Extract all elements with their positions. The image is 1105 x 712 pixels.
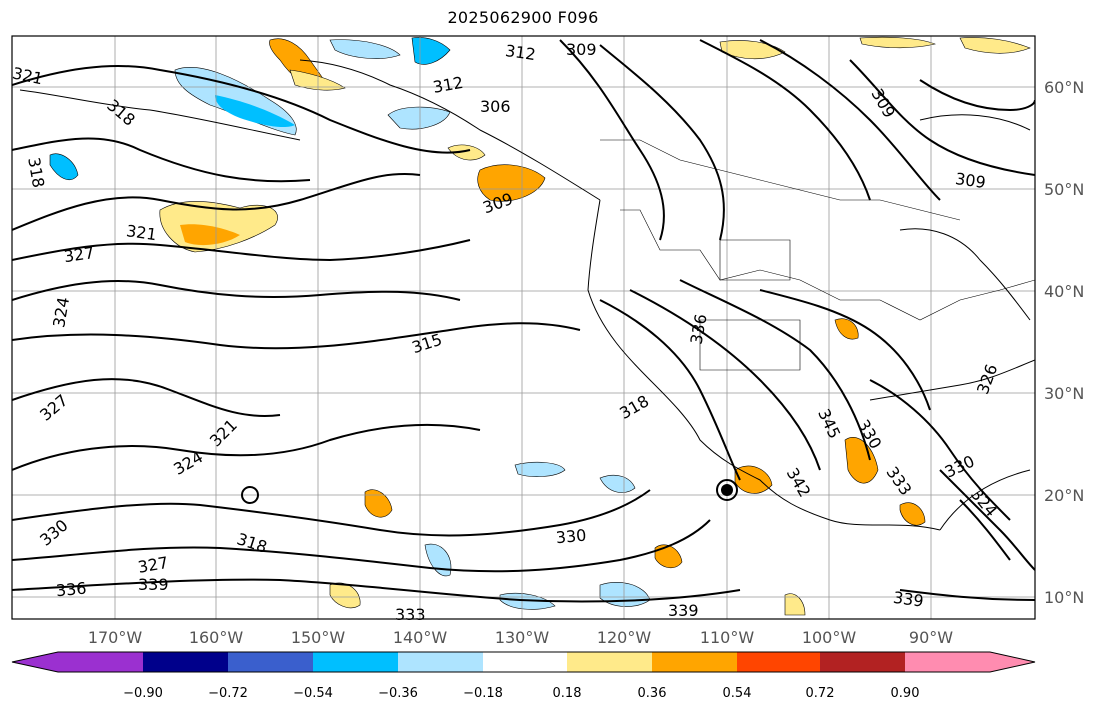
lon-label: 170°W [88,628,143,647]
colorbar-tick: 0.72 [806,686,835,701]
lon-label: 130°W [495,628,550,647]
contour-label: 333 [395,605,426,624]
map-frame [11,35,1036,620]
graticule [12,36,1035,619]
colorbar [11,651,1036,673]
latitude-labels: 60°N 50°N 40°N 30°N 20°N 10°N [1044,78,1084,607]
lon-label: 120°W [597,628,652,647]
colorbar-segment [652,652,737,672]
contour-label: 339 [668,601,699,620]
colorbar-tick: 0.54 [723,686,752,701]
colorbar-segment [905,652,1035,672]
lon-label: 90°W [909,628,953,647]
contour-label: 336 [55,579,87,601]
contour-label: 339 [138,575,169,594]
longitude-labels: 170°W 160°W 150°W 140°W 130°W 120°W 110°… [88,628,953,647]
colorbar-tick: 0.90 [891,686,920,701]
contour-label: 339 [892,588,925,611]
lon-label: 110°W [700,628,755,647]
lon-label: 150°W [291,628,346,647]
lat-label: 20°N [1044,486,1084,505]
lon-label: 100°W [802,628,857,647]
colorbar-segment [12,652,143,672]
colorbar-segment [483,652,567,672]
contour-label: 330 [555,526,587,548]
colorbar-segment [567,652,652,672]
colorbar-ticks: −0.90 −0.72 −0.54 −0.36 −0.18 0.18 0.36 … [123,686,919,701]
colorbar-tick: −0.72 [208,686,248,701]
contour-label: 306 [480,97,511,116]
colorbar-tick: −0.18 [463,686,503,701]
contour-label: 309 [566,40,597,59]
map-title: 2025062900 F096 [447,8,599,27]
colorbar-outline [11,651,1036,673]
colorbar-segment [398,652,483,672]
colorbar-tick: −0.90 [123,686,163,701]
height-contours [12,39,1035,603]
lat-label: 30°N [1044,384,1084,403]
colorbar-segment [143,652,228,672]
colorbar-tick: −0.36 [378,686,418,701]
contour-label: 312 [504,41,537,64]
lat-label: 50°N [1044,180,1084,199]
colorbar-segment [820,652,905,672]
contour-label: 309 [954,169,987,192]
colorbar-segment [313,652,398,672]
lat-label: 10°N [1044,588,1084,607]
colorbar-segment [737,652,820,672]
lat-label: 60°N [1044,78,1084,97]
contour-label: 321 [125,221,158,244]
colorbar-tick: −0.54 [293,686,333,701]
contour-label: 327 [63,243,96,266]
colorbar-tick: 0.36 [638,686,667,701]
lon-label: 140°W [393,628,448,647]
colorbar-tick: 0.18 [553,686,582,701]
lon-label: 160°W [189,628,244,647]
colorbar-segment [228,652,313,672]
map-background [12,36,1035,619]
closed-contour-marker [721,484,733,496]
lat-label: 40°N [1044,282,1084,301]
